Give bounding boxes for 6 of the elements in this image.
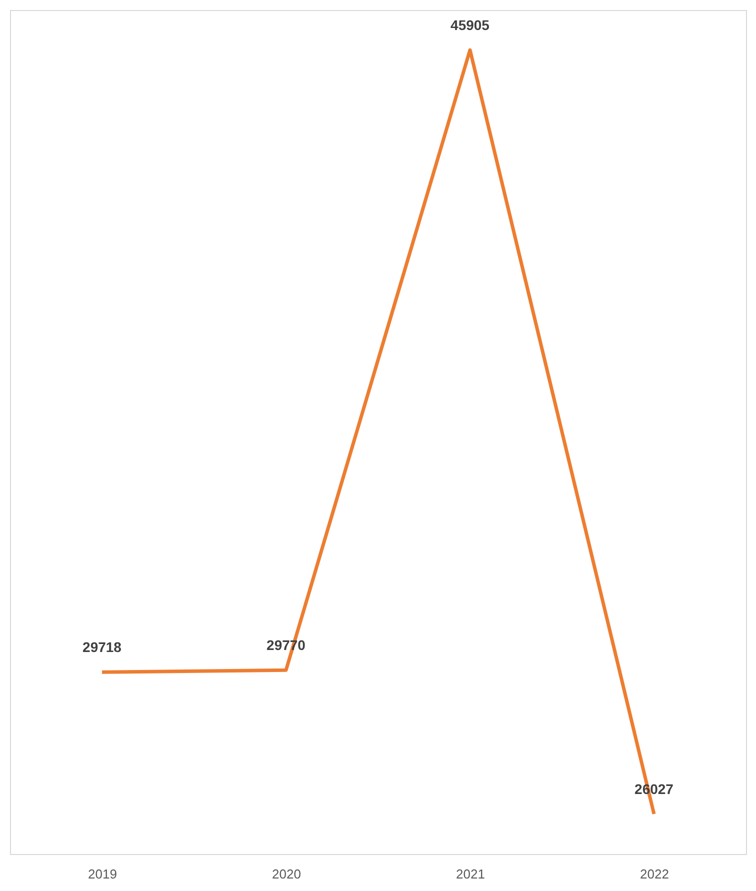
x-tick-label: 2019 — [88, 866, 117, 882]
data-label: 45905 — [450, 17, 490, 33]
data-label: 29718 — [82, 639, 122, 656]
x-tick-label: 2022 — [640, 866, 669, 882]
x-tick-label: 2021 — [456, 866, 485, 882]
x-tick-label: 2020 — [272, 866, 301, 882]
